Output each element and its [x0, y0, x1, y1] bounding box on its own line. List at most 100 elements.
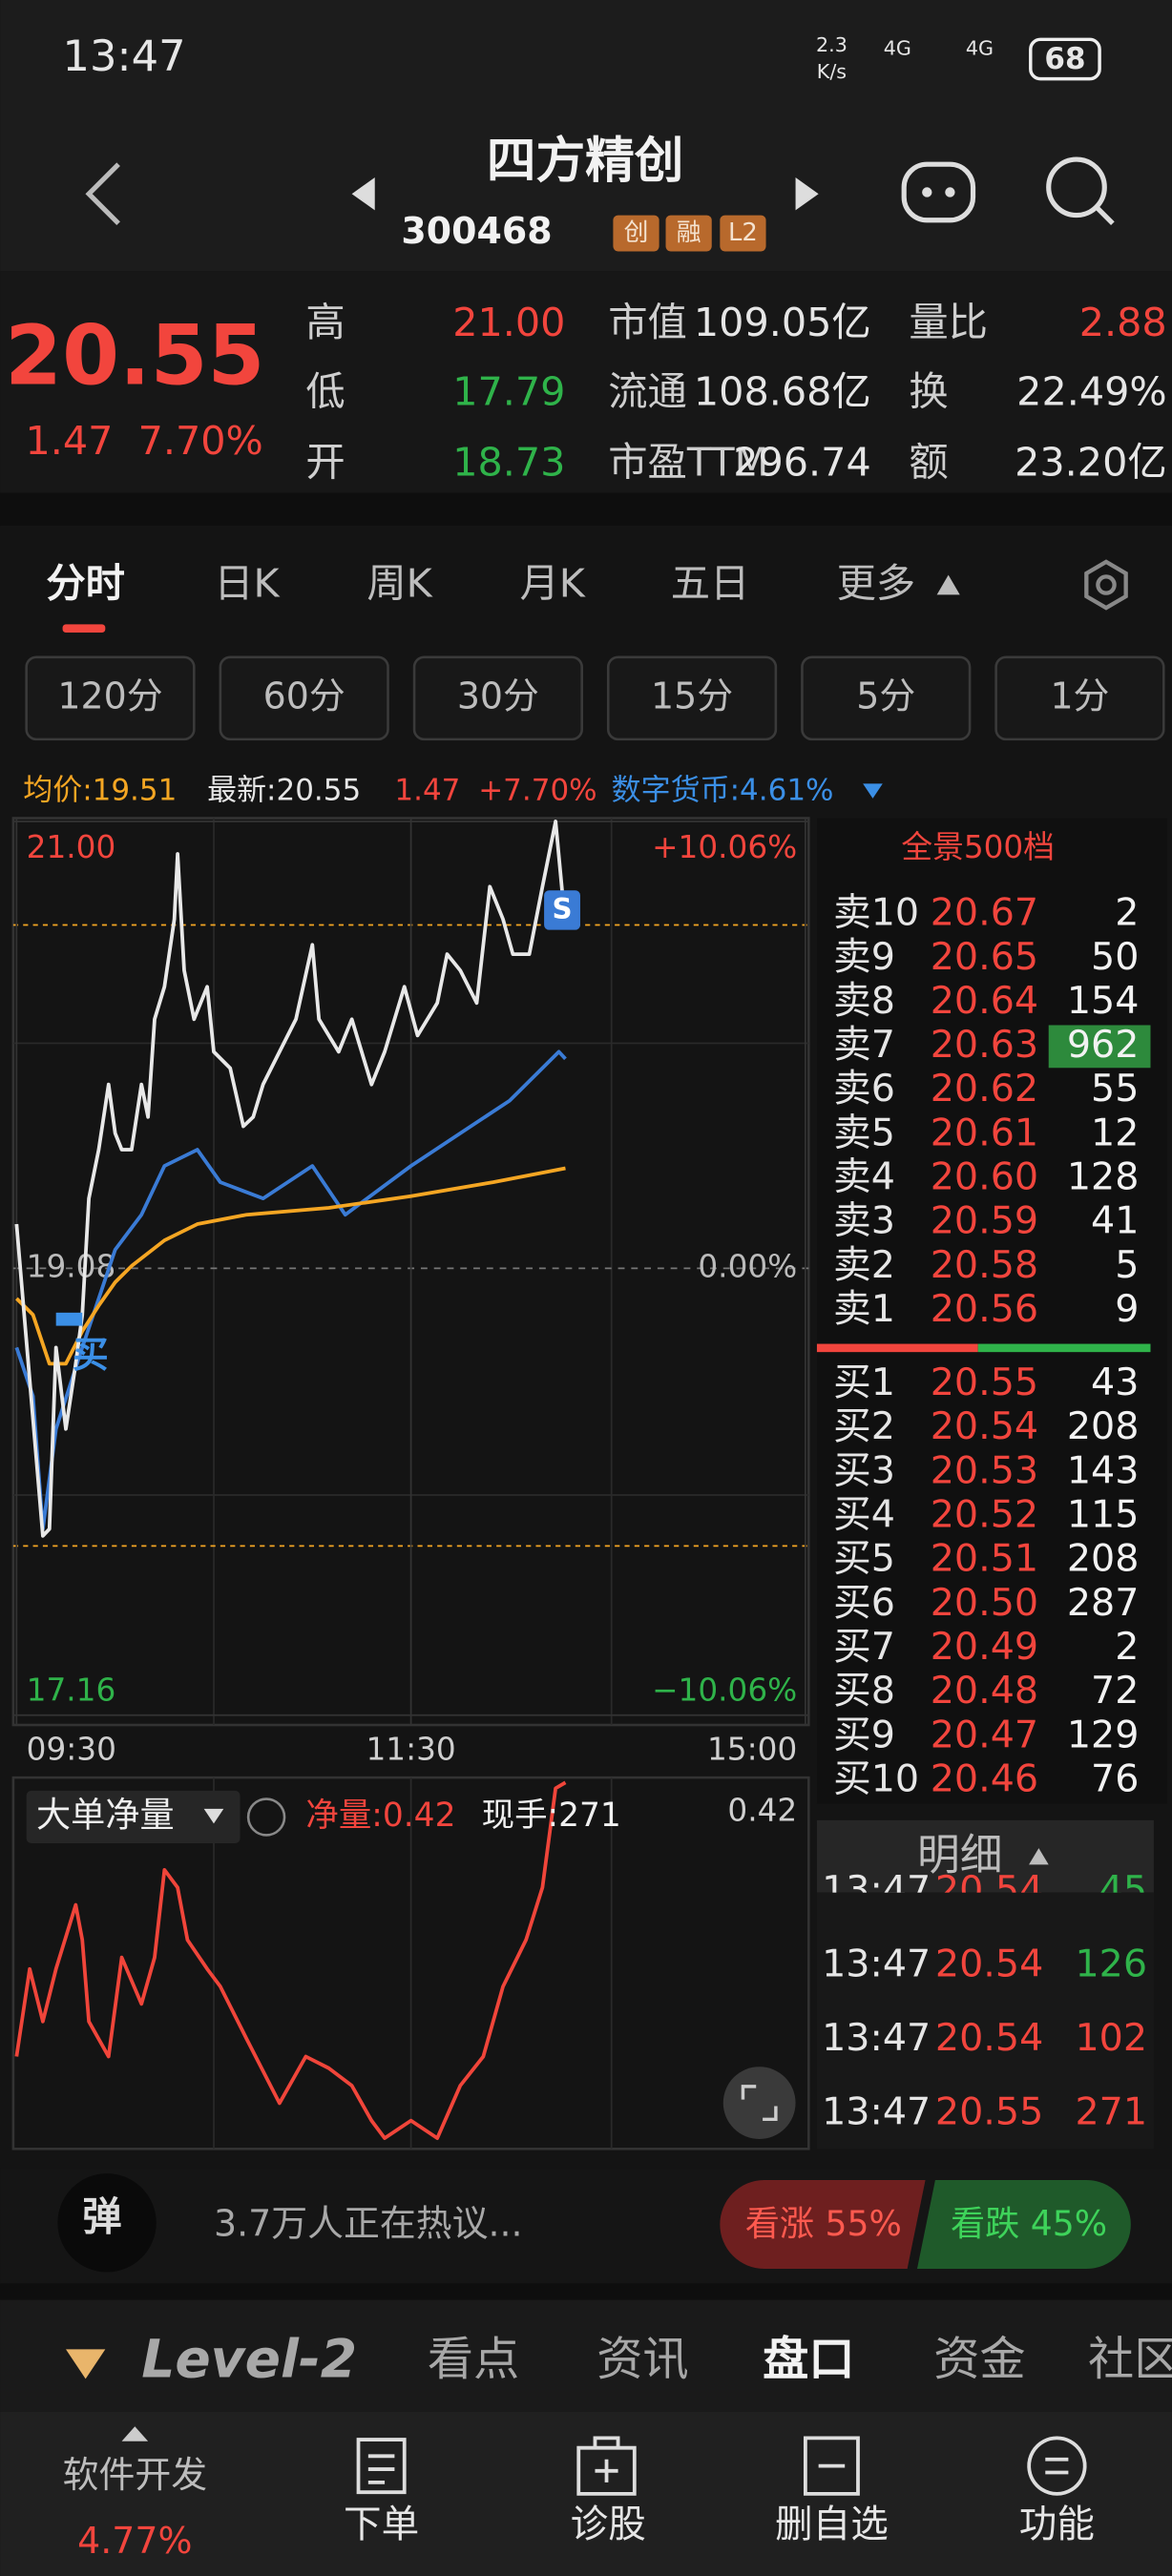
indicator-select-bg[interactable] — [26, 1790, 241, 1844]
bid-label: 买9 — [833, 1713, 895, 1756]
nav-icon — [803, 2436, 860, 2496]
nav-sector[interactable]: 软件开发 — [63, 2454, 208, 2496]
chart-tab[interactable]: 五日 — [671, 561, 750, 607]
ask-volume: 962 — [1067, 1023, 1140, 1067]
divider — [0, 2283, 1172, 2300]
period-button[interactable] — [219, 655, 389, 741]
ask-volume: 50 — [1091, 935, 1139, 979]
trades-cut — [816, 1892, 1154, 1911]
price-change-pct: 7.70% — [138, 418, 263, 464]
section-tab[interactable]: 资讯 — [596, 2333, 688, 2386]
bear-button[interactable] — [916, 2180, 1131, 2269]
period-button[interactable] — [994, 655, 1165, 741]
buy-marker: 买 — [73, 1334, 109, 1376]
bid-label: 买10 — [833, 1756, 919, 1800]
chart-tab[interactable]: 更多 — [837, 561, 916, 607]
divider — [0, 492, 1172, 527]
stat-value: 23.20亿 — [1015, 439, 1167, 485]
nav-item[interactable]: 删自选 — [775, 2503, 889, 2546]
trade-time: 13:47 — [822, 2090, 931, 2134]
ask-volume: 128 — [1067, 1155, 1140, 1199]
bull-label: 看涨 55% — [745, 2203, 902, 2244]
bid-label: 买2 — [833, 1404, 895, 1448]
ask-label: 卖6 — [833, 1067, 895, 1111]
discussion-text[interactable]: 3.7万人正在热议... — [214, 2203, 523, 2245]
bid-price: 20.50 — [931, 1581, 1038, 1625]
bid-volume: 76 — [1091, 1756, 1139, 1800]
more-arrow — [936, 574, 960, 595]
stat-label: 换 — [909, 368, 948, 414]
sector-index[interactable]: 数字货币:4.61% — [612, 773, 834, 807]
ask-price: 20.64 — [931, 979, 1038, 1023]
ask-label: 卖1 — [833, 1287, 895, 1331]
ask-price: 20.63 — [931, 1023, 1038, 1067]
bid-label: 买1 — [833, 1361, 895, 1404]
section-tab[interactable]: 社区 — [1088, 2333, 1172, 2386]
next-stock[interactable] — [795, 177, 819, 211]
price-line — [14, 1780, 567, 2140]
period-label: 15分 — [651, 675, 733, 717]
bid-label: 买7 — [833, 1625, 895, 1669]
ask-label: 卖4 — [833, 1155, 895, 1199]
ask-volume: 154 — [1067, 979, 1140, 1023]
tab-underline — [62, 624, 106, 633]
period-button[interactable] — [606, 655, 778, 741]
info-change: 1.47 — [394, 773, 460, 807]
trade-price: 20.54 — [935, 2016, 1043, 2060]
bid-volume: 43 — [1091, 1361, 1139, 1404]
danmaku-button[interactable] — [57, 2173, 157, 2273]
bid-price: 20.55 — [931, 1361, 1038, 1404]
stat-value: 18.73 — [452, 439, 565, 485]
badge: 创 — [624, 218, 649, 247]
ask-price: 20.60 — [931, 1155, 1038, 1199]
trade-price: 20.54 — [935, 1942, 1043, 1986]
search-icon[interactable] — [1046, 156, 1107, 218]
prev-stock[interactable] — [351, 177, 375, 211]
section-tab[interactable]: 盘口 — [763, 2333, 854, 2386]
bull-button[interactable] — [720, 2180, 926, 2269]
ask-price: 20.58 — [931, 1243, 1038, 1287]
spread-bar-red — [816, 1343, 978, 1353]
settings-icon[interactable] — [1084, 559, 1128, 611]
battery — [1029, 37, 1101, 81]
nav-item[interactable]: 诊股 — [571, 2503, 646, 2546]
trades-title: 明细 — [917, 1830, 1003, 1880]
robot-icon[interactable] — [901, 161, 976, 223]
nav-icon — [576, 2436, 637, 2496]
expand-button[interactable] — [722, 2067, 796, 2139]
back-button[interactable] — [85, 162, 120, 226]
price-change: 1.47 — [25, 418, 113, 464]
last-price: 20.55 — [5, 308, 264, 404]
chart-tab[interactable]: 分时 — [46, 561, 125, 607]
y-tick-label: 21.00 — [27, 829, 116, 865]
chart-tab[interactable]: 月K — [519, 561, 585, 607]
period-button[interactable] — [412, 655, 583, 741]
chart-tab[interactable]: 周K — [366, 561, 432, 607]
section-tab[interactable]: 资金 — [933, 2333, 1025, 2386]
nav-item[interactable]: 下单 — [344, 2503, 419, 2546]
current-lots: 现手:271 — [482, 1797, 621, 1835]
danmaku-label: 弹 — [82, 2193, 121, 2239]
bid-volume: 287 — [1067, 1581, 1140, 1625]
help-icon[interactable] — [246, 1797, 286, 1837]
nav-item[interactable]: 功能 — [1019, 2503, 1095, 2546]
bid-price: 20.48 — [931, 1669, 1038, 1713]
chart-tab[interactable]: 日K — [214, 561, 280, 607]
bid-price: 20.52 — [931, 1493, 1038, 1537]
bid-volume: 129 — [1067, 1713, 1140, 1756]
bear-label: 看跌 45% — [951, 2203, 1107, 2244]
ask-price: 20.65 — [931, 935, 1038, 979]
section-tab[interactable]: Level-2 — [141, 2328, 357, 2389]
ask-price: 20.67 — [931, 891, 1038, 935]
y-tick-label: 19.08 — [27, 1248, 116, 1284]
section-tab[interactable]: 看点 — [428, 2333, 519, 2386]
ask-label: 卖7 — [833, 1023, 895, 1067]
ask-label: 卖8 — [833, 979, 895, 1023]
bid-price: 20.51 — [931, 1537, 1038, 1581]
network: 4G — [966, 37, 994, 60]
period-button[interactable] — [25, 655, 196, 741]
bid-volume: 143 — [1067, 1448, 1140, 1492]
ask-price: 20.59 — [931, 1199, 1038, 1243]
book-title: 全景500档 — [901, 829, 1055, 865]
period-button[interactable] — [801, 655, 972, 741]
